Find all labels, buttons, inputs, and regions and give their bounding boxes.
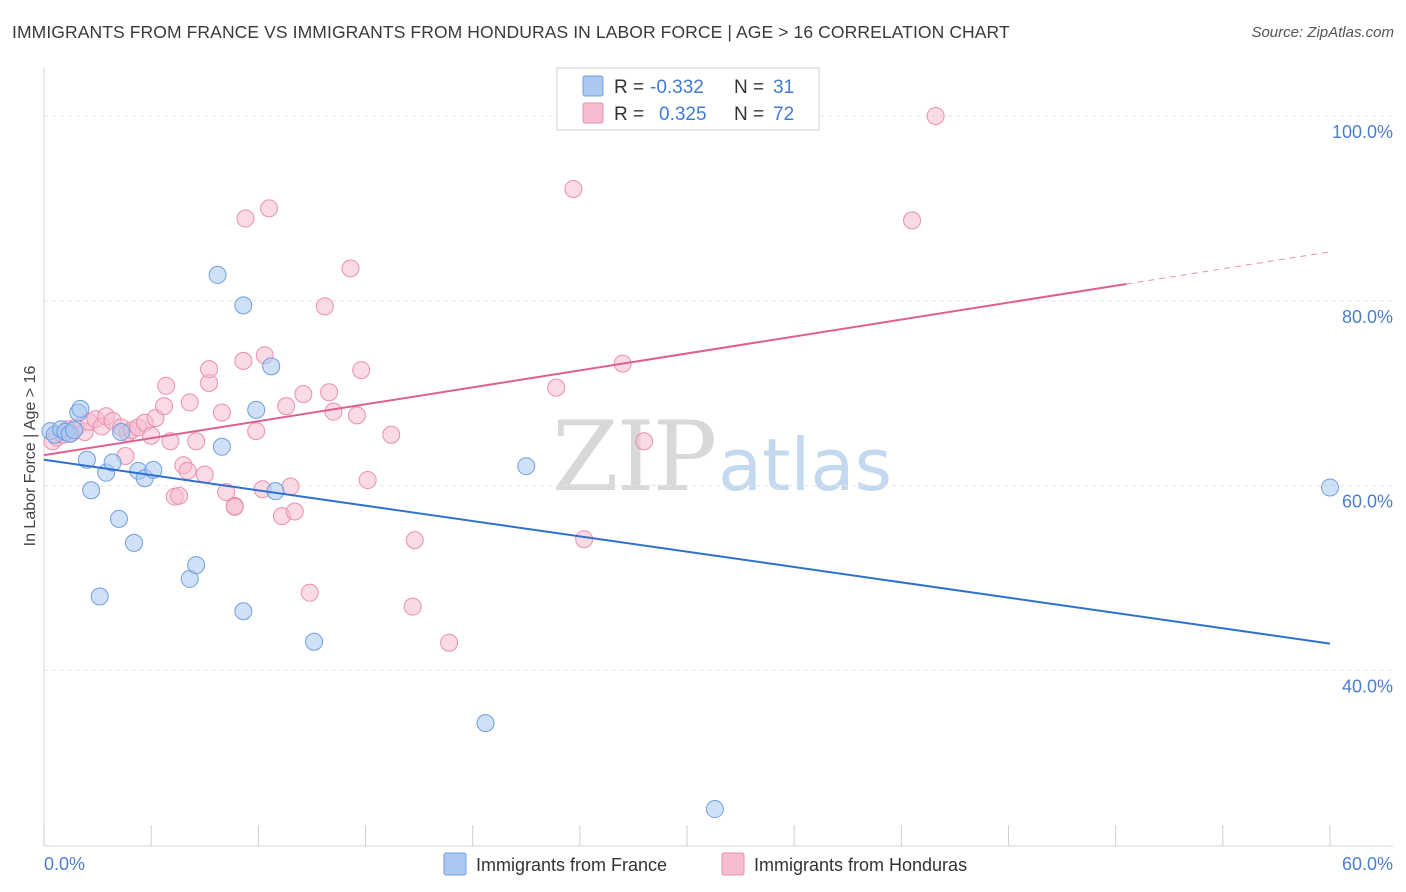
legend-france-r-label: R = (614, 77, 644, 98)
point-france (234, 602, 253, 621)
legend-honduras-n-value: 72 (773, 104, 794, 125)
point-honduras (300, 583, 319, 602)
point-honduras (635, 432, 654, 451)
y-axis-title: In Labor Force | Age > 16 (22, 366, 39, 547)
point-honduras (341, 259, 360, 278)
point-france (112, 423, 131, 442)
bottom-legend-swatch-honduras (721, 852, 745, 876)
point-france (125, 533, 144, 552)
y-tick-label: 60.0% (1342, 492, 1393, 512)
point-honduras (187, 432, 206, 451)
y-tick-label: 80.0% (1342, 307, 1393, 327)
bottom-legend: Immigrants from France Immigrants from H… (443, 852, 967, 876)
legend-honduras-r-label: R = (614, 104, 644, 125)
point-honduras (155, 397, 174, 416)
point-honduras (547, 378, 566, 397)
point-honduras (926, 106, 945, 125)
y-tick-label: 40.0% (1342, 676, 1393, 696)
chart-title: IMMIGRANTS FROM FRANCE VS IMMIGRANTS FRO… (12, 22, 1010, 42)
bottom-legend-france-label: Immigrants from France (476, 855, 667, 875)
point-honduras (234, 351, 253, 370)
x-tick-label-max: 60.0% (1342, 854, 1393, 874)
point-honduras (157, 376, 176, 395)
point-honduras (277, 397, 296, 416)
point-honduras (212, 403, 231, 422)
watermark: ZIP atlas (552, 401, 892, 513)
point-france (262, 357, 281, 376)
point-france (90, 587, 109, 606)
point-honduras (217, 483, 236, 502)
point-honduras (440, 633, 459, 652)
point-france (82, 481, 101, 500)
point-france (208, 265, 227, 284)
point-france (212, 437, 231, 456)
axes (43, 68, 1393, 847)
x-tick-label-min: 0.0% (44, 854, 85, 874)
point-honduras (161, 432, 180, 451)
point-france (110, 509, 129, 528)
point-honduras (347, 406, 366, 425)
point-honduras (352, 361, 371, 380)
point-honduras (200, 360, 219, 379)
legend-france-n-value: 31 (773, 77, 794, 98)
point-honduras (405, 531, 424, 550)
chart-source: Source: ZipAtlas.com (1251, 24, 1394, 41)
point-honduras (260, 199, 279, 218)
legend: R = -0.332 N = 31 R = 0.325 N = 72 (556, 67, 820, 131)
series-honduras-points (43, 106, 945, 652)
legend-swatch-honduras (582, 102, 604, 124)
point-honduras (382, 425, 401, 444)
point-france (1321, 478, 1339, 497)
legend-swatch-france (582, 75, 604, 97)
point-france (71, 399, 90, 418)
point-france (247, 400, 266, 419)
point-honduras (315, 297, 334, 316)
point-honduras (903, 211, 922, 230)
legend-france-n-label: N = (734, 77, 764, 98)
series-france-points (41, 265, 1339, 819)
point-france (705, 800, 724, 819)
legend-honduras-r-value: 0.325 (659, 104, 707, 125)
x-axis-ticks (43, 825, 1331, 846)
trendline-france (43, 458, 1331, 645)
point-honduras (170, 486, 189, 505)
point-honduras (358, 471, 377, 490)
watermark-atlas: atlas (718, 423, 892, 507)
legend-france-r-value: -0.332 (650, 77, 704, 98)
point-honduras (575, 530, 594, 549)
point-france (476, 714, 495, 733)
point-honduras (564, 179, 583, 198)
point-honduras (320, 383, 339, 402)
point-france (103, 453, 122, 472)
y-tick-label: 100.0% (1332, 122, 1393, 142)
point-honduras (247, 422, 266, 441)
bottom-legend-swatch-france (443, 852, 467, 876)
gridlines (44, 115, 1393, 671)
point-honduras (236, 209, 255, 228)
trendline-honduras (43, 283, 1127, 457)
point-honduras (324, 402, 343, 421)
point-france (65, 421, 84, 440)
point-france (77, 450, 96, 469)
point-honduras (178, 461, 197, 480)
point-france (517, 457, 536, 476)
point-honduras (281, 477, 300, 496)
point-france (187, 556, 206, 575)
trendlines (43, 251, 1331, 645)
point-honduras (180, 393, 199, 412)
trendline-honduras-extrapolated (1126, 251, 1331, 285)
point-honduras (195, 465, 214, 484)
point-honduras (403, 597, 422, 616)
point-honduras (294, 385, 313, 404)
point-honduras (225, 497, 244, 516)
point-honduras (142, 426, 161, 445)
legend-honduras-n-label: N = (734, 104, 764, 125)
point-honduras (285, 502, 304, 521)
watermark-zip: ZIP (552, 401, 715, 513)
y-axis-tick-labels: 40.0% 60.0% 80.0% 100.0% (1332, 122, 1393, 696)
point-france (305, 632, 324, 651)
bottom-legend-honduras-label: Immigrants from Honduras (754, 855, 967, 875)
point-france (234, 296, 253, 315)
